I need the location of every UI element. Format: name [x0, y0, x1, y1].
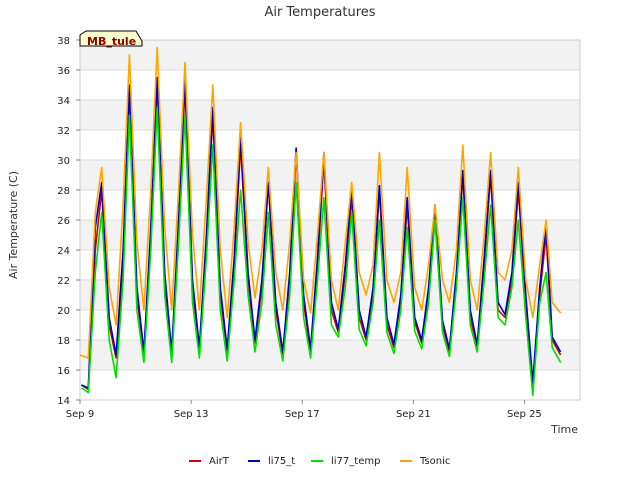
series-lines	[79, 46, 562, 397]
legend-label: li75_t	[268, 456, 295, 467]
x-tick-label: Sep 25	[507, 409, 542, 420]
station-tag: MB_tule	[79, 30, 143, 48]
y-tick-label: 28	[57, 186, 70, 197]
legend-label: AirT	[209, 456, 230, 467]
series-line-li75-t	[81, 76, 562, 389]
x-tick-label: Sep 17	[285, 409, 320, 420]
y-tick-label: 32	[57, 126, 70, 137]
y-tick-label: 20	[57, 306, 70, 317]
y-tick-label: 34	[57, 96, 70, 107]
x-tick-label: Sep 21	[396, 409, 431, 420]
y-tick-label: 30	[57, 156, 70, 167]
y-tick-label: 18	[57, 336, 70, 347]
x-tick-label: Sep 9	[66, 409, 94, 420]
y-tick-label: 38	[57, 36, 70, 47]
y-tick-label: 14	[57, 396, 70, 407]
grid-band	[80, 340, 580, 370]
series-line-li77-temp	[80, 106, 562, 397]
x-tick-label: Sep 13	[174, 409, 209, 420]
y-tick-label: 24	[57, 246, 70, 257]
y-tick-label: 16	[57, 366, 70, 377]
series-line-tsonic	[79, 46, 562, 359]
legend-label: li77_temp	[331, 456, 380, 467]
legend: AirT li75_t li77_temp Tsonic	[189, 456, 450, 467]
y-tick-label: 26	[57, 216, 70, 227]
chart-title: Air Temperatures	[264, 5, 375, 20]
legend-label: Tsonic	[419, 456, 450, 467]
grid-band	[80, 100, 580, 130]
y-tick-label: 36	[57, 66, 70, 77]
y-axis-label: Air Temperature (C)	[7, 171, 20, 279]
y-tick-label: 22	[57, 276, 70, 287]
station-tag-box	[79, 30, 143, 47]
grid-band	[80, 40, 580, 70]
x-axis-ticks: Sep 9 Sep 13 Sep 17 Sep 21 Sep 25	[66, 400, 542, 420]
x-axis-label: Time	[550, 423, 578, 436]
station-tag-label: MB_tule	[87, 35, 136, 48]
y-axis-ticks: 14 16 18 20 22 24 26 28 30 32 34 36 38	[57, 36, 80, 407]
